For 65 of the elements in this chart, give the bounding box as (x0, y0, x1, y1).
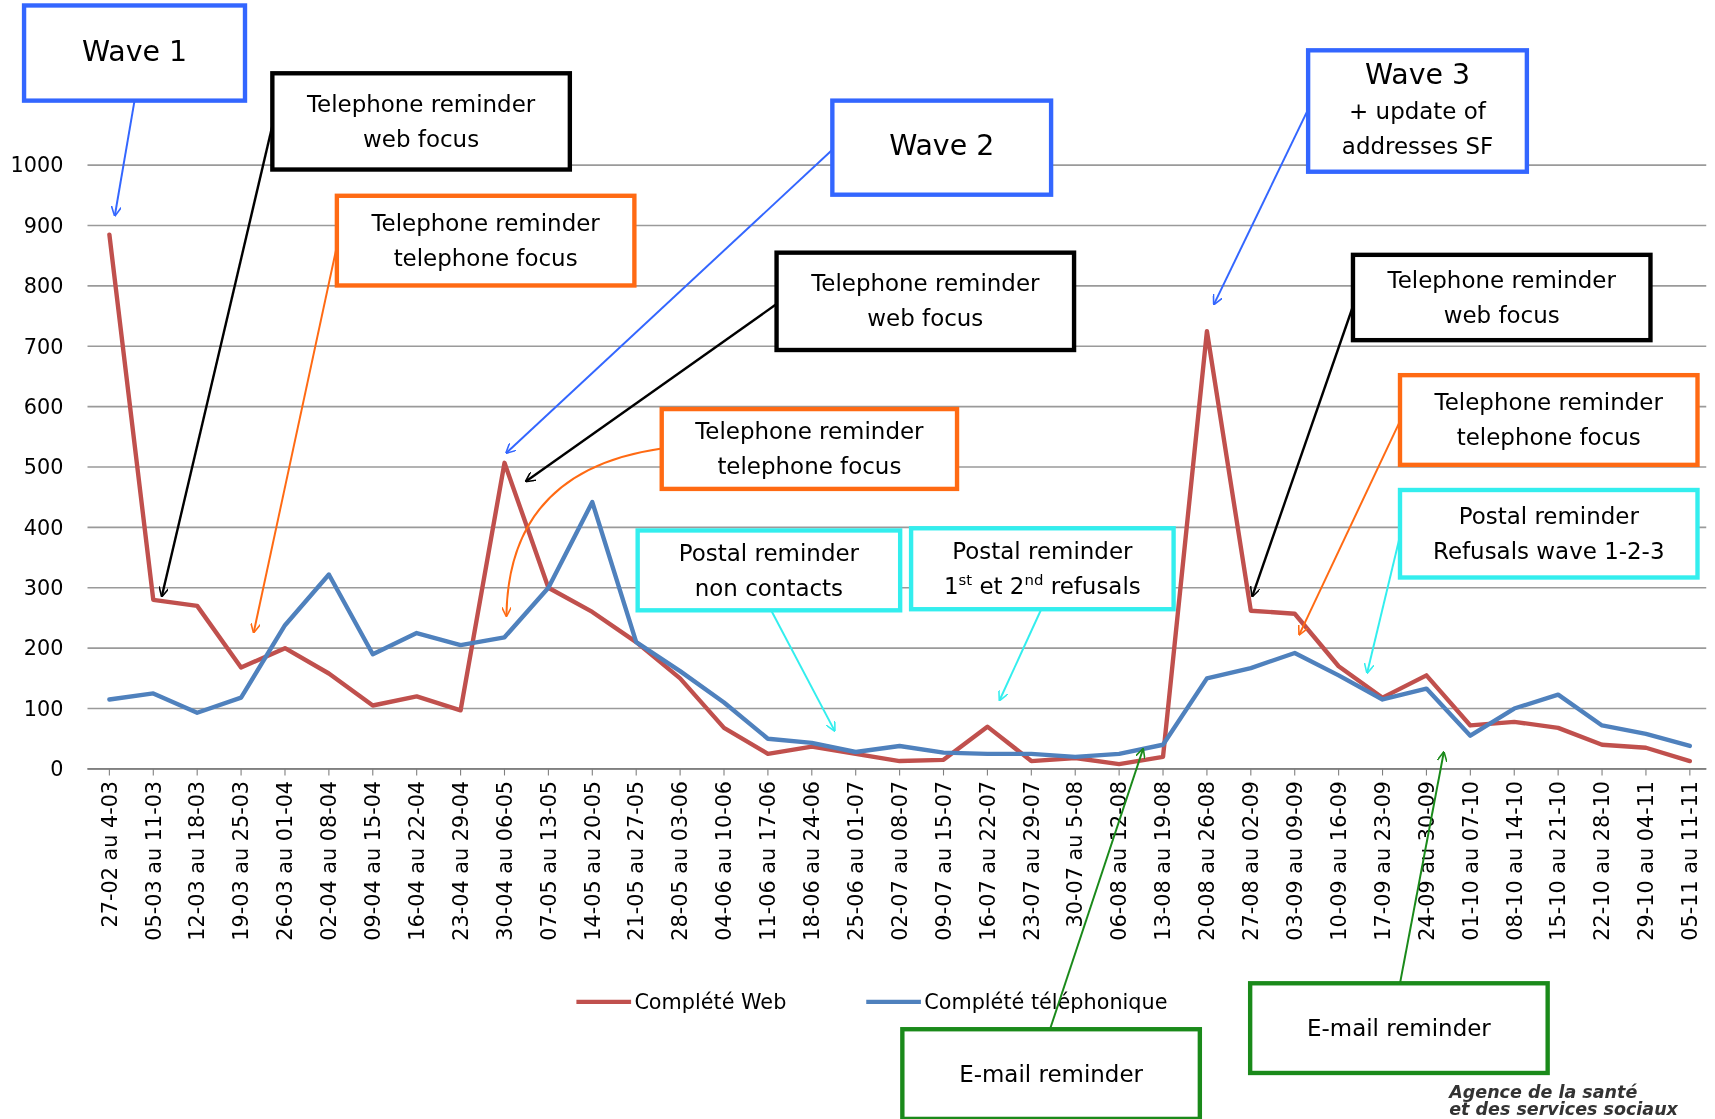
y-tick-label: 200 (23, 636, 64, 661)
y-tick-label: 900 (23, 213, 64, 238)
x-tick-label: 10-09 au 16-09 (1326, 780, 1351, 941)
x-tick-label: 24-09 au 30-09 (1414, 780, 1439, 941)
x-tick-label: 16-07 au 22-07 (975, 780, 1000, 941)
x-tick-label: 23-07 au 29-07 (1019, 780, 1044, 941)
legend-label: Complété Web (634, 990, 787, 1015)
x-tick-label: 03-09 au 09-09 (1283, 780, 1307, 941)
annotation: Telephone reminder telephone focus (1433, 389, 1664, 451)
y-tick-label: 600 (23, 394, 64, 419)
text: Telephone reminder web focus (305, 90, 536, 152)
text: Wave 3 + update of addresses SF (1341, 57, 1494, 159)
y-tick-label: 100 (23, 696, 64, 721)
x-tick-label: 05-03 au 11-03 (141, 780, 166, 941)
y-tick-label: 700 (23, 334, 64, 359)
x-tick-label: 20-08 au 26-08 (1195, 780, 1220, 941)
x-tick-label: 27-02 au 4-03 (97, 780, 122, 928)
x-tick-label: 02-07 au 08-07 (887, 780, 912, 941)
x-tick-label: 14-05 au 20-05 (580, 780, 605, 941)
x-tick-label: 30-04 au 06-05 (492, 780, 517, 941)
x-tick-label: 21-05 au 27-05 (624, 780, 649, 941)
y-tick-label: 400 (23, 515, 64, 540)
y-tick-label: 300 (23, 576, 64, 601)
x-tick-label: 30-07 au 5-08 (1063, 780, 1088, 928)
text: Agence de la santé et des services sociaux (1447, 1082, 1679, 1119)
x-tick-label: 01-10 au 07-10 (1458, 780, 1483, 941)
x-tick-label: 13-08 au 19-08 (1151, 780, 1176, 941)
x-tick-label: 15-10 au 21-10 (1546, 780, 1571, 941)
x-tick-label: 09-07 au 15-07 (931, 780, 956, 941)
text: Wave 2 (889, 129, 995, 163)
y-tick-label: 800 (23, 274, 64, 299)
x-tick-label: 18-06 au 24-06 (800, 780, 825, 941)
x-tick-label: 11-06 au 17-06 (756, 780, 781, 941)
annotation: Telephone reminder telephone focus (370, 209, 601, 271)
x-tick-label: 23-04 au 29-04 (448, 780, 473, 941)
annotation: Postal reminder non contacts (678, 539, 860, 601)
annotation: Postal reminder Refusals wave 1-2-3 (1432, 502, 1665, 564)
annotation: Telephone reminder telephone focus (694, 418, 925, 480)
x-tick-label: 12-03 au 18-03 (185, 780, 210, 941)
annotation: Telephone reminder web focus (1386, 266, 1617, 328)
x-tick-label: 28-05 au 03-06 (668, 780, 693, 941)
x-tick-label: 08-10 au 14-10 (1502, 780, 1527, 941)
x-tick-label: 19-03 au 25-03 (229, 780, 254, 941)
text: Wave 1 (81, 34, 188, 68)
x-tick-label: 06-08 au 12-08 (1107, 780, 1132, 941)
y-tick-label: 0 (50, 757, 64, 782)
x-tick-label: 16-04 au 22-04 (404, 780, 429, 941)
x-tick-label: 17-09 au 23-09 (1370, 780, 1395, 941)
x-tick-label: 29-10 au 04-11 (1634, 780, 1659, 941)
x-tick-label: 09-04 au 15-04 (361, 780, 386, 941)
annotation: Telephone reminder web focus (810, 270, 1041, 332)
x-tick-label: 22-10 au 28-10 (1590, 780, 1615, 941)
x-tick-label: 07-05 au 13-05 (536, 780, 561, 941)
text: E-mail reminder (1307, 1014, 1492, 1041)
text: E-mail reminder (959, 1060, 1144, 1087)
x-tick-label: 27-08 au 02-09 (1239, 780, 1264, 941)
y-tick-label: 1000 (10, 153, 64, 178)
x-tick-label: 26-03 au 01-04 (273, 780, 298, 941)
x-tick-label: 25-06 au 01-07 (843, 780, 868, 941)
x-tick-label: 02-04 au 08-04 (317, 780, 342, 941)
line-series (107, 499, 1693, 760)
x-tick-label: 04-06 au 10-06 (712, 780, 737, 941)
x-tick-label: 05-11 au 11-11 (1678, 780, 1703, 941)
annotation: Postal reminder 1$^{st}$ et 2$^{nd}$ refusals (943, 537, 1141, 599)
y-tick-label: 500 (23, 455, 64, 480)
